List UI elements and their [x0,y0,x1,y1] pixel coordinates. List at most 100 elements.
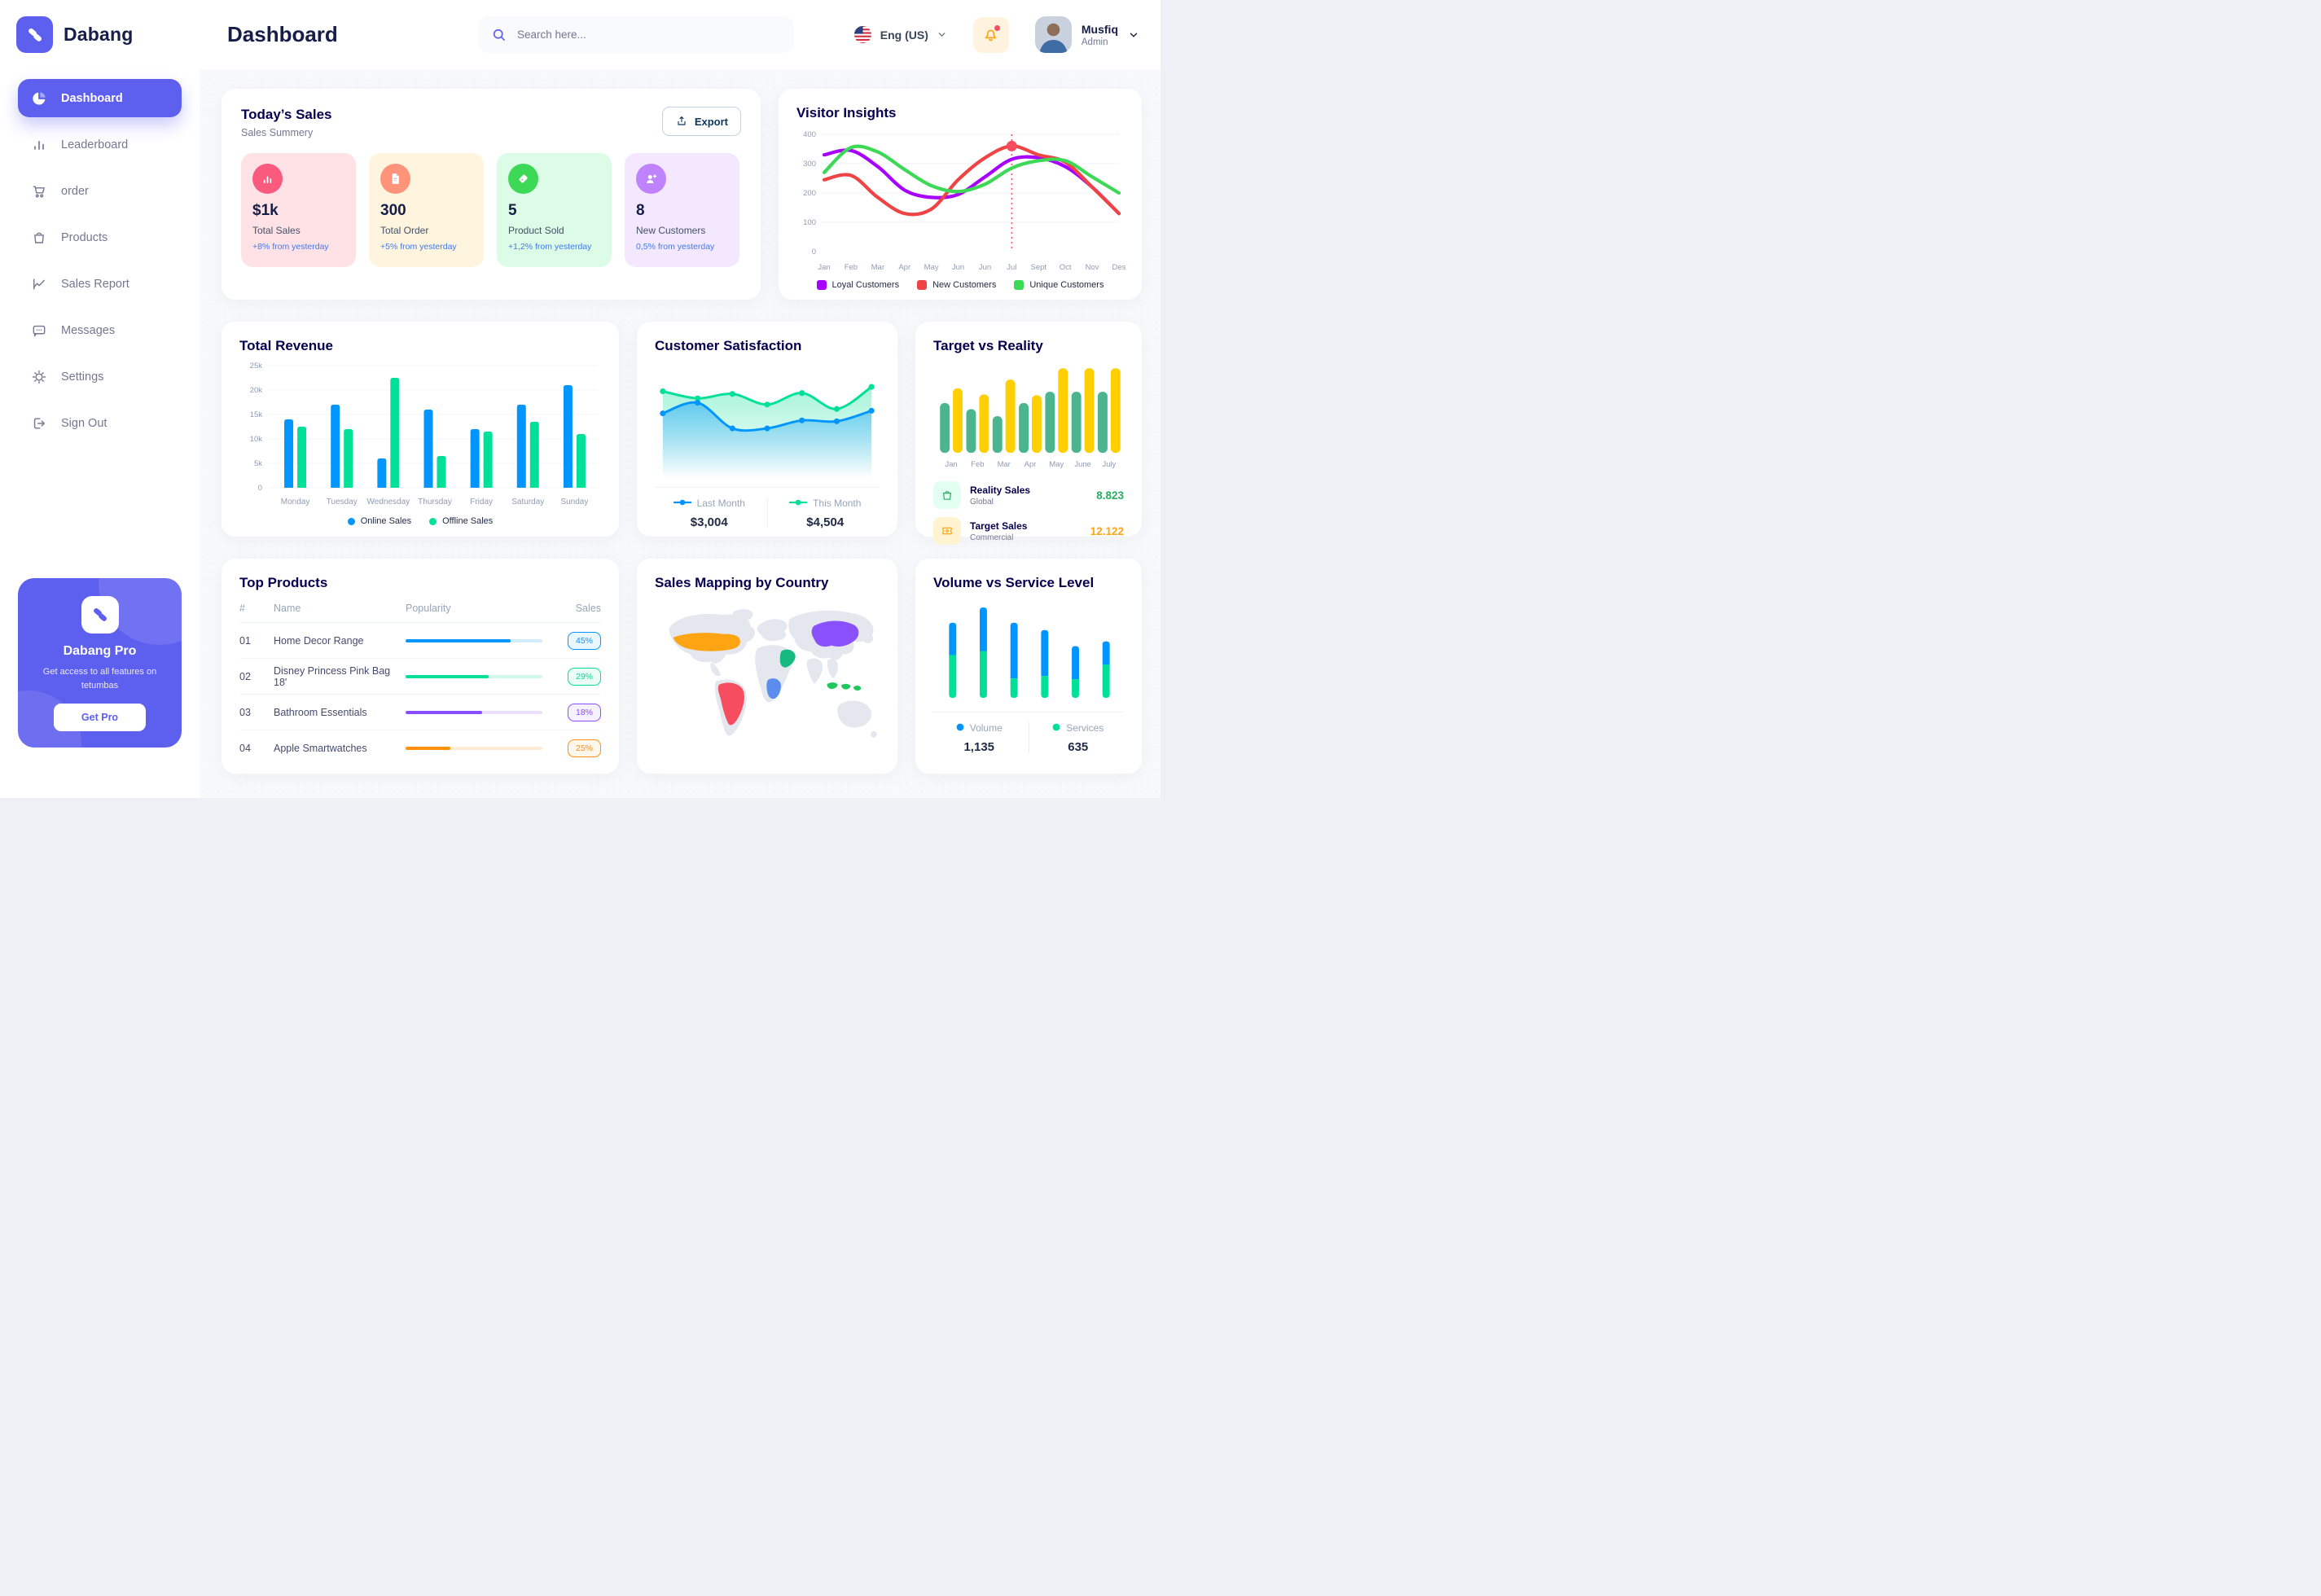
line-chart-icon [31,276,47,292]
user-role: Admin [1081,37,1108,47]
svg-text:Wednesday: Wednesday [367,498,410,506]
svg-text:May: May [924,263,939,272]
popularity-bar [406,710,542,714]
svg-text:Tuesday: Tuesday [327,498,358,506]
search-icon [491,27,507,43]
legend-item-new-customers: New Customers [917,280,996,290]
main-content: Today’s Sales Sales Summery Export $1k To… [200,69,1160,798]
svg-text:Jul: Jul [1007,263,1016,272]
brand-name: Dabang [64,24,134,45]
svg-text:Jan: Jan [946,459,958,468]
legend-services: Services 635 [1033,721,1125,754]
popularity-bar [406,638,542,642]
svg-text:Mar: Mar [998,459,1011,468]
total-revenue-legend: Online Sales Offline Sales [239,516,601,526]
sidebar-item-messages[interactable]: Messages [18,311,182,349]
sales-badge: 25% [567,739,601,757]
gear-icon [31,369,47,385]
svg-text:Saturday: Saturday [511,498,544,506]
svg-text:Feb: Feb [845,263,858,272]
sidebar: Dabang Dashboard Leaderboard order Products… [0,0,200,798]
table-row-04: 04 Apple Smartwatches 25% [239,730,601,766]
services-dot-icon [1052,721,1060,735]
total-revenue-chart: 0 5k 10k 15k 20k 25k Monday Tuesday Wednesday Thu… [239,361,601,515]
svg-text:Friday: Friday [470,498,493,506]
sales-map-card: Sales Mapping by Country [637,559,897,774]
svg-text:0: 0 [812,248,816,256]
sales-chart-icon [252,164,283,194]
table-row-03: 03 Bathroom Essentials 18% [239,695,601,730]
legend-this-month: This Month $4,504 [771,496,880,529]
svg-text:Thursday: Thursday [418,498,452,506]
product-tag-icon [508,164,538,194]
svg-text:25k: 25k [250,362,263,370]
search-input[interactable] [516,28,781,42]
popularity-bar [406,674,542,678]
target-vs-reality-card: Target vs Reality Jan Feb Mar Apr May June Jul… [915,322,1142,545]
sales-badge: 18% [567,703,601,721]
export-button[interactable]: Export [661,107,741,136]
svg-text:20k: 20k [250,386,263,395]
this-month-marker-icon [788,496,808,511]
svg-text:Monday: Monday [281,498,310,506]
sidebar-item-sign-out[interactable]: Sign Out [18,404,182,442]
svg-text:15k: 15k [250,410,263,419]
svg-text:Jun: Jun [979,263,991,272]
us-flag-icon [853,25,872,44]
language-label: Eng (US) [880,28,928,42]
legend-reality-sales: Reality Sales Global 8.823 [933,481,1124,509]
order-file-icon [380,164,410,194]
stat-card-product-sold: 5 Product Sold +1,2% from yesterday [497,153,612,267]
user-menu[interactable]: Musfiq Admin [1034,16,1139,53]
chevron-down-icon [1128,29,1139,41]
svg-text:Mar: Mar [871,263,884,272]
legend-item-online-sales: Online Sales [347,516,411,526]
target-vs-reality-title: Target vs Reality [933,338,1043,353]
customer-satisfaction-chart [655,361,880,484]
sidebar-nav: Dashboard Leaderboard order Products Sales R… [0,79,200,442]
sidebar-item-order[interactable]: order [18,172,182,210]
sidebar-item-products[interactable]: Products [18,218,182,256]
new-customer-icon [636,164,666,194]
search-box[interactable] [478,16,794,53]
page-title: Dashboard [227,22,338,46]
notification-button[interactable] [972,16,1009,53]
brand[interactable]: Dabang [0,0,200,64]
volume-service-legend: Volume 1,135 Services 635 [933,721,1124,754]
legend-item-loyal-customers: Loyal Customers [816,280,899,290]
sales-map-title: Sales Mapping by Country [655,575,829,590]
table-row-01: 01 Home Decor Range 45% [239,623,601,659]
sales-badge: 29% [567,667,601,686]
svg-text:Sunday: Sunday [560,498,588,506]
ticket-icon [933,517,961,545]
sidebar-item-leaderboard[interactable]: Leaderboard [18,125,182,164]
visitor-insights-legend: Loyal Customers New Customers Unique Custo… [796,280,1124,290]
legend-volume: Volume 1,135 [933,721,1025,754]
chevron-down-icon [937,29,947,40]
legend-item-offline-sales: Offline Sales [429,516,493,526]
dabang-pro-icon [81,595,119,634]
legend-last-month: Last Month $3,004 [655,496,764,529]
get-pro-button[interactable]: Get Pro [53,704,147,731]
promo-title: Dabang Pro [63,643,137,658]
svg-text:Oct: Oct [1060,263,1072,272]
bag-icon [933,481,961,509]
svg-text:Sept: Sept [1030,263,1046,272]
todays-sales-title: Today’s Sales [241,107,332,122]
sidebar-item-sales-report[interactable]: Sales Report [18,265,182,303]
sidebar-item-dashboard[interactable]: Dashboard [18,79,182,117]
bell-icon [981,25,1000,44]
legend-item-unique-customers: Unique Customers [1014,280,1103,290]
total-revenue-card: Total Revenue 0 5k 10k 15k 20k 25k Monday Tuesd… [222,322,619,537]
customer-satisfaction-card: Customer Satisfaction Last Month $3,004 … [637,322,897,537]
pie-chart-icon [31,90,47,107]
todays-sales-subtitle: Sales Summery [241,127,314,138]
todays-sales-card: Today’s Sales Sales Summery Export $1k To… [222,89,761,300]
svg-text:Jan: Jan [818,263,830,272]
stat-card-new-customers: 8 New Customers 0,5% from yesterday [625,153,739,267]
sidebar-item-settings[interactable]: Settings [18,357,182,396]
svg-text:June: June [1074,459,1090,468]
language-selector[interactable]: Eng (US) [853,25,947,44]
visitor-insights-title: Visitor Insights [796,105,897,121]
sales-badge: 45% [567,631,601,650]
